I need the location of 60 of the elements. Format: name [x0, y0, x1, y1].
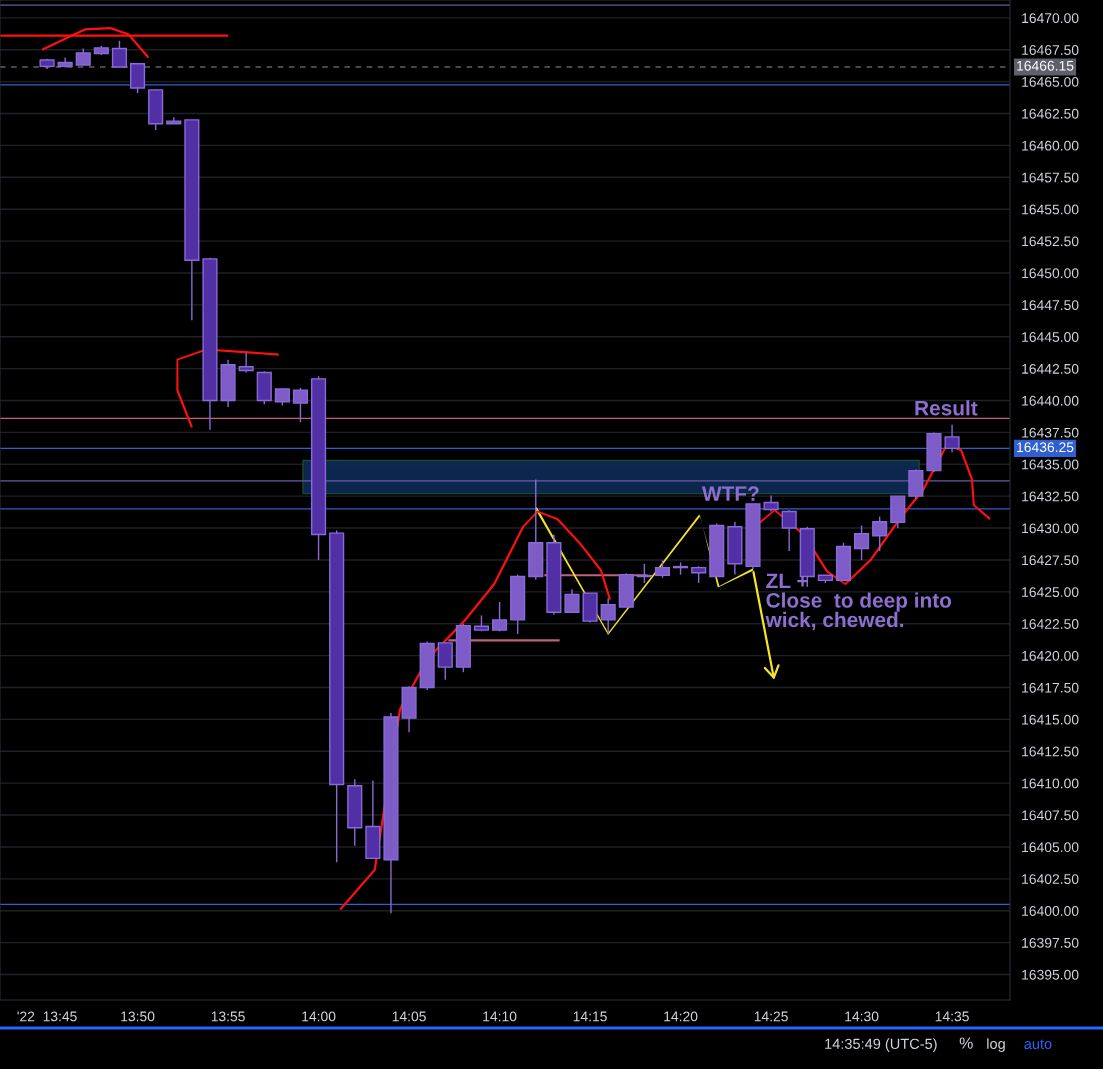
- x-tick-label: 14:00: [302, 1011, 336, 1022]
- text: %: [959, 1037, 973, 1049]
- candlestick: [238, 351, 254, 374]
- x-tick-label: 14:25: [754, 1011, 788, 1022]
- x-tick-label: 14:30: [845, 1011, 879, 1022]
- x-tick-label: '22 13:45: [17, 1011, 77, 1022]
- y-tick-label: 16460.00: [1022, 140, 1079, 151]
- y-tick-label: 16407.50: [1022, 810, 1079, 821]
- ref-line-label: 16436.25: [1017, 442, 1074, 453]
- text: log: [987, 1038, 1005, 1052]
- candlestick: [600, 597, 616, 636]
- y-tick-label: 16395.00: [1022, 969, 1079, 980]
- y-tick-label: 16442.50: [1022, 363, 1079, 374]
- x-tick-label: 13:50: [121, 1011, 155, 1022]
- y-tick-label: 16437.50: [1022, 427, 1079, 438]
- y-tick-label: 16410.00: [1022, 778, 1079, 789]
- y-tick-label: 16445.00: [1022, 332, 1079, 342]
- y-tick-label: 16397.50: [1022, 937, 1079, 948]
- y-tick-label: 16465.00: [1022, 76, 1079, 87]
- annotation: WTF?: [701, 486, 759, 501]
- y-tick-label: 16462.50: [1022, 108, 1079, 119]
- candlestick: [872, 515, 888, 552]
- ref-line-label: 16466.15: [1017, 60, 1074, 71]
- candlestick: [781, 509, 797, 552]
- x-tick-label: 14:10: [483, 1011, 517, 1022]
- x-tick-label: 13:55: [211, 1011, 245, 1022]
- y-tick-label: 16425.00: [1022, 587, 1079, 598]
- y-tick-label: 16430.00: [1022, 523, 1079, 534]
- y-tick-label: 16400.00: [1022, 906, 1079, 916]
- y-tick-label: 16440.00: [1022, 395, 1079, 406]
- text: auto: [1024, 1039, 1052, 1050]
- y-tick-label: 16447.50: [1022, 300, 1079, 311]
- x-tick-label: 14:05: [392, 1011, 426, 1022]
- y-tick-label: 16427.50: [1022, 555, 1079, 566]
- candlestick: [944, 424, 960, 453]
- y-tick-label: 16450.00: [1022, 268, 1079, 279]
- candlestick: [292, 387, 309, 423]
- y-tick-label: 16420.00: [1022, 650, 1079, 661]
- y-tick-label: 16402.50: [1022, 874, 1079, 884]
- x-tick-label: 14:15: [573, 1011, 607, 1022]
- x-tick-label: 14:35: [935, 1011, 969, 1022]
- candlestick: [854, 524, 870, 561]
- candlestick: [564, 588, 580, 613]
- y-tick-label: 16405.00: [1022, 842, 1079, 853]
- candlestick: [111, 40, 128, 68]
- text: 14:35:49 (UTC-5): [825, 1038, 937, 1052]
- y-tick-label: 16455.00: [1022, 204, 1079, 215]
- y-tick-label: 16452.50: [1022, 236, 1079, 247]
- y-tick-label: 16457.50: [1022, 172, 1079, 183]
- y-tick-label: 16432.50: [1022, 491, 1079, 502]
- y-tick-label: 16435.00: [1022, 459, 1079, 470]
- y-tick-label: 16417.50: [1022, 682, 1079, 693]
- y-tick-label: 16412.50: [1022, 746, 1079, 757]
- y-tick-label: 16467.50: [1022, 45, 1079, 55]
- y-tick-label: 16470.00: [1022, 13, 1079, 24]
- y-tick-label: 16422.50: [1022, 619, 1079, 629]
- y-tick-label: 16415.00: [1022, 714, 1079, 725]
- annotation: Result: [915, 400, 978, 416]
- candlestick: [491, 601, 508, 633]
- x-tick-label: 14:20: [664, 1011, 698, 1022]
